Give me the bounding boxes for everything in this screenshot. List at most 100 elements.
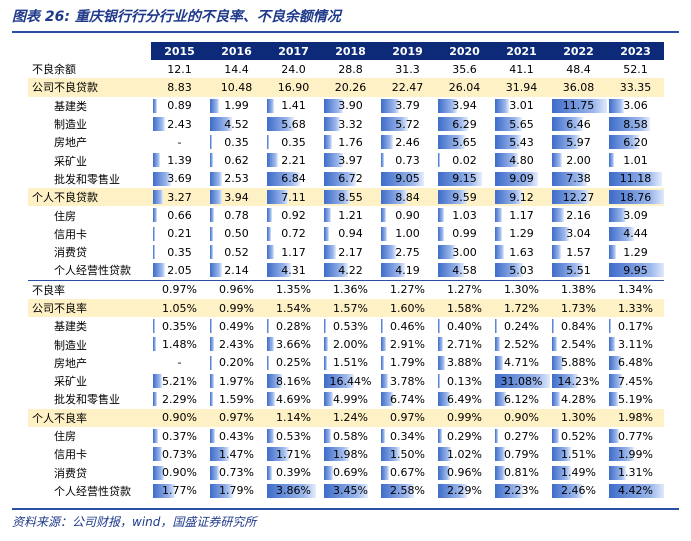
value-cell: 31.08%	[493, 372, 550, 390]
cell-value: 4.69%	[276, 392, 311, 406]
data-bar	[381, 428, 386, 443]
cell-value: 2.29%	[162, 392, 197, 406]
value-cell: 1.54%	[265, 298, 322, 318]
data-bar	[495, 337, 500, 352]
data-bar	[210, 116, 232, 131]
value-cell: 0.35	[151, 243, 208, 261]
data-bar	[495, 374, 550, 389]
cell-value: 0.66	[167, 209, 192, 223]
cell-value: 2.43%	[219, 338, 254, 352]
cell-value: 1.05%	[162, 301, 197, 315]
value-cell: 2.16	[550, 206, 607, 224]
cell-value: 1.63	[509, 245, 534, 259]
cell-value: 1.54%	[276, 301, 311, 315]
data-bar	[153, 483, 176, 498]
data-bar	[381, 374, 388, 389]
value-cell: 6.20	[607, 133, 664, 151]
value-cell: 1.71%	[265, 445, 322, 463]
data-bar	[210, 428, 216, 443]
data-bar	[438, 135, 465, 150]
value-cell: 2.05	[151, 261, 208, 280]
cell-value: 11.18	[619, 172, 652, 186]
cell-value: 24.0	[281, 62, 306, 76]
cell-value: 0.46%	[390, 319, 425, 333]
data-bar	[609, 374, 623, 389]
value-cell: 1.77%	[151, 482, 208, 500]
value-cell: 0.39%	[265, 464, 322, 482]
row-label: 房地产	[54, 136, 87, 150]
cell-value: 1.29	[509, 227, 534, 241]
data-bar	[609, 428, 619, 443]
data-bar	[210, 135, 212, 150]
data-bar	[153, 392, 158, 407]
cell-value: 3.86%	[276, 484, 311, 498]
cell-value: 1.59%	[219, 392, 254, 406]
value-cell: 1.14%	[265, 408, 322, 427]
cell-value: 1.02%	[447, 447, 482, 461]
value-cell: 4.28%	[550, 390, 607, 408]
value-cell: 3.04	[550, 225, 607, 243]
value-cell: 0.97%	[151, 279, 208, 299]
cell-value: 0.96%	[219, 283, 254, 297]
cell-value: 1.79%	[390, 356, 425, 370]
value-cell: 0.90%	[151, 408, 208, 427]
value-cell: 0.13%	[436, 372, 493, 390]
cell-value: 3.06	[623, 99, 648, 113]
cell-value: 10.48	[220, 80, 253, 94]
cell-value: 3.97	[338, 154, 363, 168]
value-cell: 0.24%	[493, 317, 550, 335]
value-cell: 2.23%	[493, 482, 550, 500]
cell-value: 28.8	[338, 62, 363, 76]
value-cell: 3.27	[151, 188, 208, 207]
value-cell: 0.84%	[550, 317, 607, 335]
data-bar	[609, 190, 664, 205]
value-cell: 4.69%	[265, 390, 322, 408]
data-bar	[210, 226, 213, 241]
value-cell: 5.43	[493, 133, 550, 151]
data-bar	[267, 447, 289, 462]
value-cell: 0.58%	[322, 427, 379, 445]
cell-value: 6.20	[623, 135, 648, 149]
data-bar	[153, 153, 160, 168]
cell-value: 9.95	[623, 263, 648, 277]
data-bar	[609, 226, 634, 241]
value-cell: 6.12%	[493, 390, 550, 408]
data-bar	[438, 428, 442, 443]
cell-value: 0.97%	[390, 411, 425, 425]
value-cell: 3.01	[493, 97, 550, 115]
table-body: 不良余额 12.1 14.4 24.0 28.8 31.3 35.6 41.1 48.4 52.1…	[28, 60, 664, 500]
table-row: 采矿业 5.21% 1.97% 8.16% 16.44% 3.78% 0.13% 31.08%…	[28, 372, 664, 390]
cell-value: 0.49%	[219, 319, 254, 333]
data-bar	[324, 116, 340, 131]
cell-value: 1.01	[623, 154, 648, 168]
cell-value: 8.83	[167, 80, 192, 94]
value-cell: 0.97%	[208, 408, 265, 427]
value-cell: 3.88%	[436, 354, 493, 372]
value-cell: 0.02	[436, 151, 493, 169]
value-cell: 4.80	[493, 151, 550, 169]
data-bar	[153, 116, 165, 131]
cell-value: 1.30%	[561, 411, 596, 425]
data-bar	[210, 153, 213, 168]
cell-value: 9.59	[452, 190, 477, 204]
cell-value: 1.99%	[618, 447, 653, 461]
value-cell: 2.53	[208, 170, 265, 188]
row-label: 采矿业	[54, 375, 87, 389]
data-bar	[495, 171, 539, 186]
cell-value: 5.68	[281, 117, 306, 131]
data-bar	[324, 447, 350, 462]
value-cell: 1.31%	[607, 464, 664, 482]
value-cell: 9.95	[607, 261, 664, 280]
value-cell: 1.36%	[322, 279, 379, 299]
cell-value: 6.29	[452, 117, 477, 131]
data-bar	[324, 171, 357, 186]
value-cell: 0.90%	[151, 464, 208, 482]
cell-value: -	[177, 356, 182, 370]
data-bar	[153, 226, 155, 241]
value-cell: 1.29	[493, 225, 550, 243]
value-cell: 8.83	[151, 78, 208, 97]
corner-cell	[28, 42, 151, 60]
value-cell: 2.14	[208, 261, 265, 280]
cell-value: 0.29%	[447, 429, 482, 443]
data-bar	[438, 447, 451, 462]
